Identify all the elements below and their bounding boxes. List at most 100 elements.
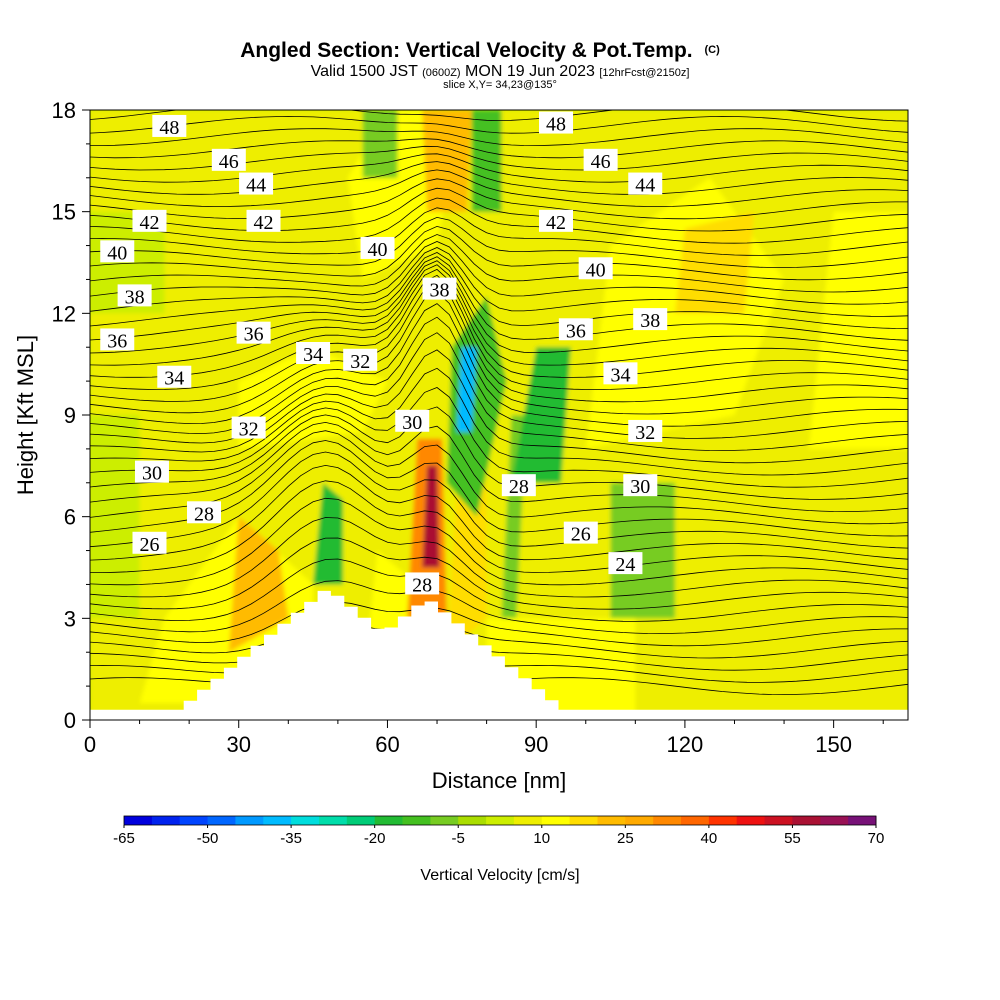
colorbar-swatch xyxy=(319,816,348,825)
theta-isentrope xyxy=(90,406,908,500)
contour-label-box xyxy=(231,416,266,439)
theta-isentrope xyxy=(90,153,908,183)
contour-label-box xyxy=(117,284,152,307)
y-tick-label: 18 xyxy=(52,98,76,123)
theta-isentrope xyxy=(90,256,908,341)
contour-label-box xyxy=(343,348,378,371)
contour-label-box xyxy=(422,277,457,300)
theta-isentrope xyxy=(90,367,908,476)
theta-isentrope xyxy=(90,197,908,244)
theta-isentrope xyxy=(90,216,908,269)
velocity-region xyxy=(228,516,289,653)
contour-label-box xyxy=(132,209,167,232)
theta-isentrope xyxy=(90,178,908,220)
colorbar-swatch xyxy=(235,816,264,825)
contour-label: 28 xyxy=(509,476,529,498)
y-tick-label: 3 xyxy=(64,606,76,631)
contour-label-box xyxy=(628,419,663,442)
contour-label-box xyxy=(623,474,658,497)
contour-label-box xyxy=(539,111,574,134)
colorbar-swatch xyxy=(430,816,459,825)
theta-isentrope xyxy=(90,316,908,439)
contour-label: 32 xyxy=(239,419,259,441)
colorbar-tick-label: 55 xyxy=(784,830,801,847)
contour-label: 46 xyxy=(219,151,239,173)
theta-isentrope xyxy=(90,187,908,232)
theta-isentrope xyxy=(90,622,908,659)
contour-label-box xyxy=(152,114,187,137)
contour-label: 26 xyxy=(139,534,159,556)
theta-isentrope xyxy=(90,349,908,464)
contour-label-box xyxy=(211,148,246,171)
velocity-region xyxy=(610,482,675,619)
contour-label-box xyxy=(132,531,167,554)
theta-isentrope xyxy=(90,128,908,147)
contour-label-box xyxy=(134,460,169,483)
colorbar-label: Vertical Velocity [cm/s] xyxy=(420,867,579,884)
theta-isentrope xyxy=(90,517,908,598)
colorbar-swatch xyxy=(179,816,209,825)
contour-label: 28 xyxy=(194,503,214,525)
theta-isentrope xyxy=(90,464,908,561)
contour-label: 40 xyxy=(107,242,127,264)
colorbar-frame xyxy=(123,815,877,826)
velocity-region xyxy=(808,211,908,449)
contour-label: 46 xyxy=(591,151,611,173)
theta-isentrope xyxy=(90,282,908,403)
theta-isentrope xyxy=(90,580,908,635)
contour-label: 24 xyxy=(615,554,635,576)
colorbar-swatch xyxy=(151,816,181,825)
contour-label: 42 xyxy=(139,212,159,234)
contour-label-box xyxy=(583,148,618,171)
contour-label: 34 xyxy=(164,368,184,390)
theta-isentrope xyxy=(90,247,908,317)
colorbar-swatch xyxy=(541,816,571,825)
y-tick-label: 0 xyxy=(64,708,76,733)
y-tick-label: 12 xyxy=(52,301,76,326)
colorbar-tick-label: -20 xyxy=(364,830,386,847)
contour-label: 30 xyxy=(402,412,422,434)
contour-label-box xyxy=(603,362,638,385)
theta-isentrope xyxy=(90,558,908,622)
theta-isentrope xyxy=(90,303,908,427)
contour-label-box xyxy=(239,172,274,195)
contour-label: 34 xyxy=(610,364,630,386)
contour-label: 32 xyxy=(350,351,370,373)
contour-label-box xyxy=(296,342,331,364)
colorbar-swatch xyxy=(374,816,404,825)
x-axis: 0 30 60 90 120 150 xyxy=(84,720,884,757)
colorbar-swatch xyxy=(820,816,849,825)
theta-isentrope xyxy=(90,601,908,647)
colorbar-swatch xyxy=(124,816,153,825)
velocity-region xyxy=(90,415,140,619)
contour-label: 48 xyxy=(159,117,179,139)
contour-label: 38 xyxy=(640,310,660,332)
contour-label: 38 xyxy=(430,280,450,302)
colorbar-swatch xyxy=(207,816,236,825)
colorbar-swatch xyxy=(736,816,766,825)
theta-isentrope xyxy=(90,207,908,256)
theta-isentrope xyxy=(90,332,908,452)
theta-isentrope xyxy=(90,264,908,366)
theta-isentrope xyxy=(90,234,908,293)
theta-isentrope xyxy=(90,497,908,586)
colorbar-tick-label: -35 xyxy=(280,830,302,847)
y-tick-label: 6 xyxy=(64,505,76,530)
theta-isentrope xyxy=(90,274,908,391)
theta-isentrope xyxy=(90,291,908,415)
colorbar-swatch xyxy=(792,816,821,825)
colorbar-swatch xyxy=(597,816,626,825)
chart-title: Angled Section: Vertical Velocity & Pot.… xyxy=(240,39,720,62)
colorbar-swatch xyxy=(513,816,543,825)
theta-isentrope xyxy=(90,110,908,122)
theta-isentrope xyxy=(90,537,908,610)
velocity-region xyxy=(238,347,388,449)
contour-label: 44 xyxy=(246,175,266,197)
contour-label: 40 xyxy=(586,259,606,281)
colorbar-swatch xyxy=(291,816,320,825)
theta-isentrope xyxy=(90,268,908,378)
theta-isentrope xyxy=(90,440,908,537)
theta-isentrope xyxy=(90,252,908,329)
contour-label: 48 xyxy=(546,114,566,136)
